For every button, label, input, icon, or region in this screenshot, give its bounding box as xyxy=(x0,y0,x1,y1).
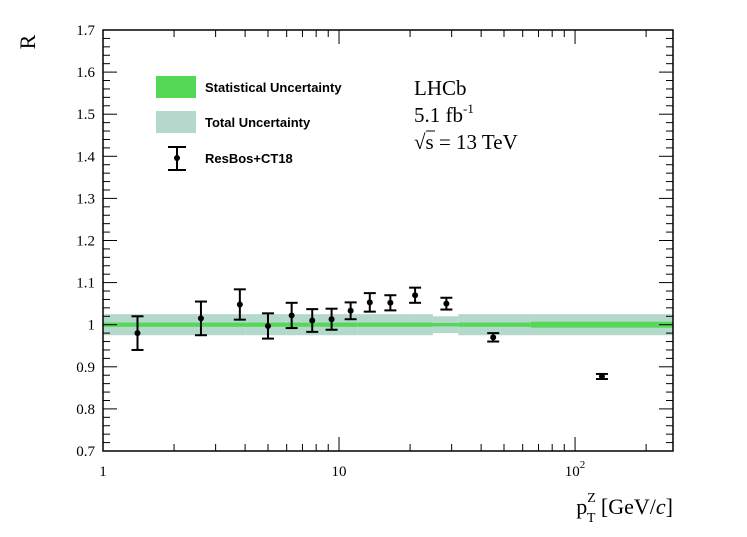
statistical-uncertainty-band xyxy=(174,322,246,327)
legend-swatch-statistical xyxy=(156,76,196,98)
data-points xyxy=(131,286,608,381)
data-point-marker xyxy=(309,317,316,324)
statistical-uncertainty-band xyxy=(286,322,317,327)
data-point-marker xyxy=(197,315,204,322)
data-point-marker xyxy=(387,299,394,306)
energy-value: = 13 TeV xyxy=(434,130,518,154)
data-point xyxy=(384,294,397,312)
statistical-uncertainty-band xyxy=(393,322,411,327)
x-axis-label-superscript: Z xyxy=(587,491,596,506)
data-point xyxy=(344,301,357,321)
y-tick-label: 1.6 xyxy=(76,65,95,81)
data-point-marker xyxy=(598,373,605,380)
y-tick-label: 0.9 xyxy=(76,360,95,376)
data-point xyxy=(409,286,422,304)
data-point xyxy=(363,292,376,313)
data-point xyxy=(325,307,338,331)
x-axis-label-unit-open: [GeV/ xyxy=(595,494,656,519)
statistical-uncertainty-band xyxy=(410,322,433,327)
data-point-marker xyxy=(347,307,354,314)
x-tick-labels: 1 10 102 xyxy=(99,459,585,480)
statistical-uncertainty-band xyxy=(357,322,374,327)
y-tick-label: 0.7 xyxy=(76,444,95,460)
energy-root: √ xyxy=(414,130,426,154)
legend-label-resbos: ResBos+CT18 xyxy=(205,151,293,166)
experiment-label: LHCb xyxy=(414,76,467,100)
x-axis-label-base: p xyxy=(576,494,587,519)
data-point-marker xyxy=(328,316,335,323)
data-point-marker xyxy=(264,322,271,329)
axis-ticks xyxy=(102,29,673,452)
data-point-marker xyxy=(443,300,450,307)
data-point xyxy=(306,308,319,333)
statistical-uncertainty-band xyxy=(432,323,459,327)
x-axis-label-subscript: T xyxy=(587,511,596,526)
legend: Statistical Uncertainty Total Uncertaint… xyxy=(156,76,342,171)
data-point xyxy=(595,372,608,381)
uncertainty-bands xyxy=(103,314,673,336)
energy-variable: s xyxy=(426,130,434,154)
data-point-marker xyxy=(288,312,295,319)
data-point-marker xyxy=(236,301,243,308)
luminosity-exponent: -1 xyxy=(463,101,474,116)
y-tick-label: 1.7 xyxy=(76,23,95,39)
lhcb-annotation: LHCb 5.1 fb-1 √s = 13 TeV xyxy=(414,76,518,154)
statistical-uncertainty-band xyxy=(339,322,358,327)
data-point-marker xyxy=(366,299,373,306)
x-axis-label-unit-close: ] xyxy=(666,494,673,519)
legend-label-statistical: Statistical Uncertainty xyxy=(205,80,342,95)
data-point xyxy=(440,296,453,311)
x-axis-label-unit-italic: c xyxy=(656,494,666,519)
data-point-marker xyxy=(134,330,141,337)
luminosity-label: 5.1 fb-1 xyxy=(414,101,474,127)
legend-swatch-total xyxy=(156,111,196,133)
y-tick-labels: 0.7 0.8 0.9 1 1.1 1.2 1.3 1.4 1.5 1.6 1.7 xyxy=(76,23,95,460)
y-tick-label: 1.3 xyxy=(76,191,95,207)
x-axis-label: pZ T [GeV/c] xyxy=(576,491,673,526)
statistical-uncertainty-band xyxy=(458,322,531,327)
y-axis-label: R xyxy=(15,34,40,49)
y-tick-label: 0.8 xyxy=(76,402,95,418)
legend-marker-resbos xyxy=(168,146,186,171)
data-point-marker xyxy=(490,334,497,341)
statistical-uncertainty-band xyxy=(373,322,394,327)
x-tick-label: 10 xyxy=(332,464,347,480)
y-tick-label: 1 xyxy=(88,318,96,334)
statistical-uncertainty-band xyxy=(530,321,673,328)
legend-label-total: Total Uncertainty xyxy=(205,115,311,130)
x-tick-label: 102 xyxy=(565,459,586,480)
data-point-marker xyxy=(412,292,419,299)
y-tick-label: 1.2 xyxy=(76,234,95,250)
y-tick-label: 1.4 xyxy=(76,149,95,165)
x-tick-label: 1 xyxy=(99,464,107,480)
statistical-uncertainty-band xyxy=(316,322,340,327)
data-point xyxy=(194,300,207,337)
energy-label: √s = 13 TeV xyxy=(414,130,518,154)
statistical-uncertainty-band xyxy=(103,322,175,327)
y-tick-label: 1.5 xyxy=(76,107,95,123)
y-tick-label: 1.1 xyxy=(76,276,95,292)
data-point xyxy=(261,312,274,340)
data-point xyxy=(285,301,298,330)
data-point xyxy=(233,288,246,321)
luminosity-value: 5.1 fb xyxy=(414,103,463,127)
data-point xyxy=(131,315,144,351)
data-point xyxy=(487,332,500,343)
